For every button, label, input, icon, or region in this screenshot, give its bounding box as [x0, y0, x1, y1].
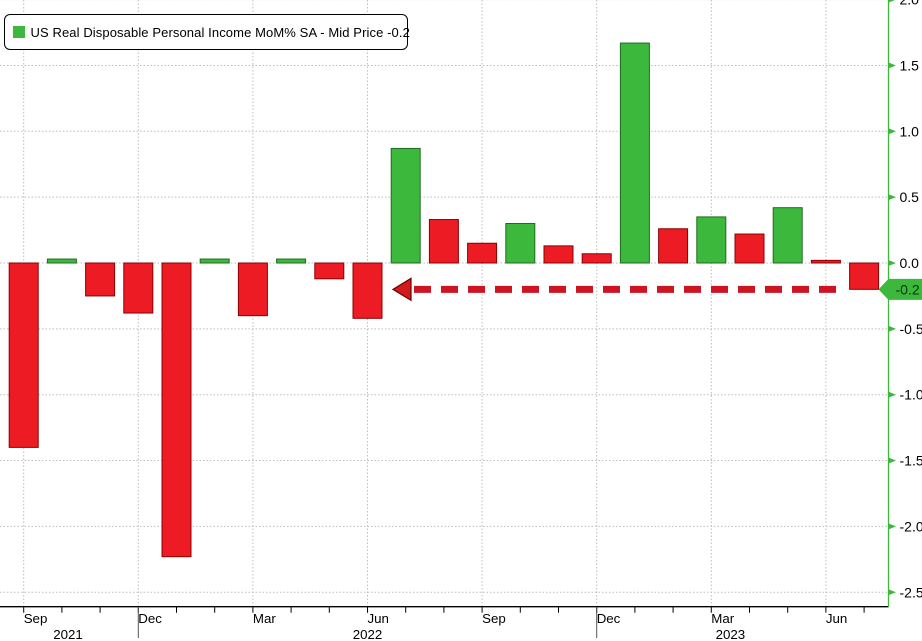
svg-text:-1.0: -1.0 — [900, 387, 922, 403]
svg-text:-2.5: -2.5 — [900, 584, 922, 600]
svg-text:Dec: Dec — [597, 611, 621, 626]
svg-text:0.5: 0.5 — [900, 189, 920, 205]
svg-text:1.0: 1.0 — [900, 123, 920, 139]
svg-text:1.5: 1.5 — [900, 57, 920, 73]
svg-text:-0.2: -0.2 — [896, 281, 920, 297]
svg-text:2023: 2023 — [716, 627, 746, 641]
svg-text:Mar: Mar — [253, 611, 276, 626]
svg-text:-1.5: -1.5 — [900, 453, 922, 469]
svg-text:Mar: Mar — [711, 611, 734, 626]
svg-text:-2.0: -2.0 — [900, 518, 922, 534]
svg-text:-0.5: -0.5 — [900, 321, 922, 337]
svg-text:2021: 2021 — [53, 627, 83, 641]
svg-text:Jun: Jun — [826, 611, 847, 626]
svg-text:Sep: Sep — [482, 611, 506, 626]
svg-text:2022: 2022 — [353, 627, 383, 641]
svg-text:2.0: 2.0 — [900, 0, 920, 8]
svg-text:Jun: Jun — [368, 611, 389, 626]
svg-text:0.0: 0.0 — [900, 255, 920, 271]
svg-text:Dec: Dec — [138, 611, 162, 626]
svg-text:Sep: Sep — [24, 611, 48, 626]
